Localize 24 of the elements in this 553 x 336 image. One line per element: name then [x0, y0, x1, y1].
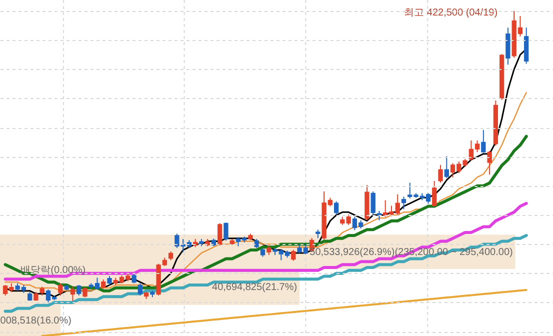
candlestick: [370, 190, 376, 216]
candlestick: [70, 286, 76, 302]
candlestick: [266, 244, 272, 256]
candlestick: [101, 278, 106, 289]
candlestick: [291, 249, 296, 262]
candlestick: [138, 282, 142, 296]
candlestick: [438, 164, 443, 184]
annotation: 배당락(0.00%): [20, 264, 86, 276]
candlestick: [481, 129, 486, 154]
candlestick: [432, 180, 437, 208]
candlestick: [224, 222, 228, 242]
candlestick: [132, 274, 136, 284]
candlestick: [76, 284, 82, 296]
candlestick: [254, 238, 259, 248]
candlestick: [401, 196, 406, 210]
candlestick: [218, 222, 222, 246]
candlestick: [444, 156, 449, 179]
band-label: 008,518(16.0%): [0, 315, 72, 326]
candlestick: [487, 150, 492, 176]
candlestick: [334, 200, 339, 216]
band-label: 40,694,825(21.7%): [212, 282, 298, 293]
candlestick: [82, 286, 88, 298]
candlestick: [58, 282, 63, 296]
candlestick: [107, 275, 112, 286]
